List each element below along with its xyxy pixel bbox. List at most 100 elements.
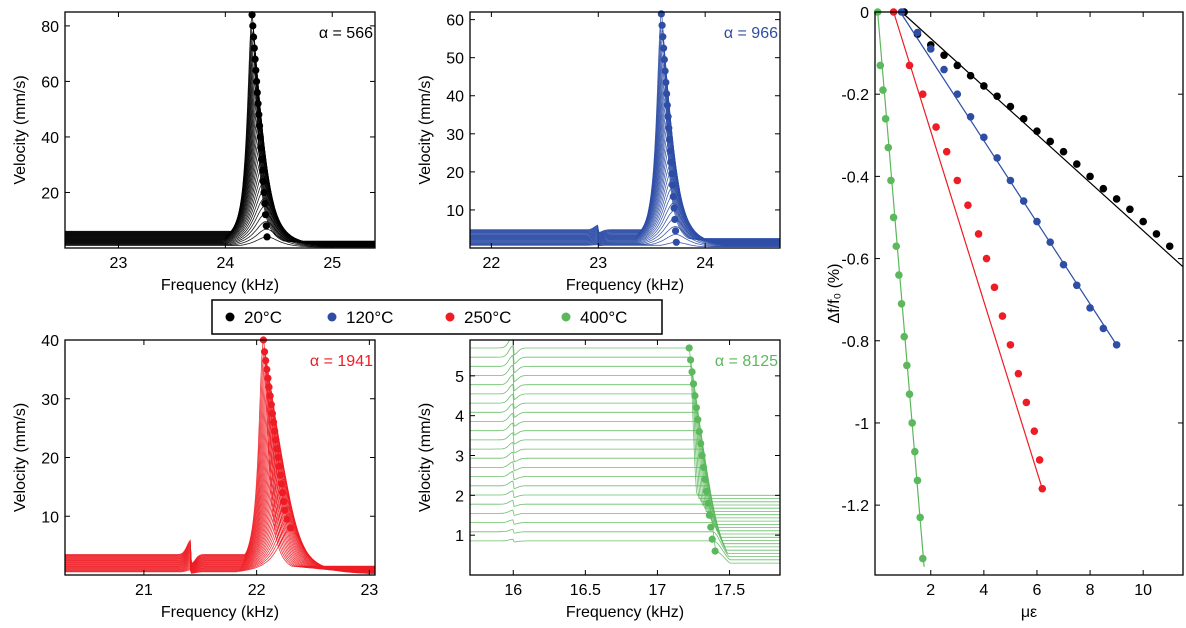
y-tick-label: 3	[455, 449, 464, 466]
y-tick-label: 40	[41, 130, 59, 147]
peak-marker	[278, 489, 287, 497]
resonance-curve	[470, 383, 780, 512]
data-point	[1006, 341, 1015, 349]
data-point	[1099, 184, 1108, 193]
data-point	[998, 312, 1007, 320]
legend-item: 20°C	[225, 308, 282, 327]
peak-marker	[664, 113, 672, 121]
data-point	[993, 154, 1001, 162]
peak-marker	[263, 233, 271, 241]
fit-line	[877, 11, 925, 567]
panel-strain: 2 4 6 8 10 0 -0.2 -0.4 -0.6 -0.8 -1 -1.2 με Δf/f₀ (%)	[826, 5, 1184, 621]
peak-marker	[695, 428, 703, 436]
panel-p20: α = 566 23 24 25 20 40 60 80 Frequency (kHz) Velo…	[12, 11, 376, 294]
peak-marker	[275, 462, 283, 470]
peak-marker	[262, 222, 270, 230]
peak-marker	[707, 523, 715, 531]
peak-marker	[267, 401, 275, 409]
plot-frame	[469, 11, 781, 249]
data-point	[1165, 242, 1174, 251]
x-tick-label: 16.5	[570, 582, 601, 599]
data-point	[940, 51, 948, 59]
x-axis-label: Frequency (kHz)	[161, 277, 279, 294]
peak-marker	[258, 166, 267, 174]
peak-marker	[692, 404, 700, 412]
data-point	[926, 45, 935, 53]
peak-marker	[260, 188, 268, 197]
resonance-curve	[65, 75, 375, 244]
curves	[470, 340, 780, 564]
peak-marker	[266, 392, 274, 400]
resonance-curve	[470, 52, 780, 241]
resonance-curve	[65, 416, 375, 570]
data-point	[897, 299, 906, 308]
x-tick-label: 24	[696, 255, 714, 272]
y-tick-label: 4	[455, 409, 464, 426]
data-point	[1112, 195, 1121, 203]
resonance-curve	[65, 236, 375, 248]
data-point	[1038, 484, 1047, 493]
peak-marker	[251, 55, 259, 63]
data-point	[905, 390, 914, 398]
resonance-curve	[65, 121, 375, 245]
data-point	[964, 201, 972, 209]
curves	[65, 14, 375, 248]
peak-marker	[255, 122, 264, 130]
resonance-curve	[470, 519, 780, 557]
resonance-curve	[470, 480, 780, 545]
y-tick-label: 20	[41, 185, 59, 202]
resonance-curve	[470, 15, 780, 239]
fit-line	[901, 11, 1184, 268]
peak-marker	[252, 66, 260, 74]
x-tick-label: 22	[482, 255, 500, 272]
resonance-curve	[470, 393, 780, 516]
x-tick-label: 23	[110, 255, 128, 272]
data-point	[942, 147, 951, 156]
peak-marker	[663, 101, 671, 109]
series-0	[900, 8, 1184, 268]
alpha-annotation: α = 566	[319, 25, 373, 42]
data-point	[940, 65, 948, 74]
peak-marker	[705, 511, 713, 519]
resonance-curve	[470, 139, 780, 244]
peak-marker	[698, 451, 706, 460]
resonance-curve	[65, 401, 375, 570]
data-point	[908, 419, 916, 427]
data-point	[1072, 281, 1081, 290]
resonance-curve	[470, 91, 780, 242]
data-point	[1139, 217, 1147, 226]
legend-label: 20°C	[244, 308, 282, 327]
peak-marker	[672, 238, 680, 246]
resonance-curve	[65, 430, 375, 571]
legend-marker	[225, 312, 235, 322]
resonance-curve	[470, 412, 780, 522]
legend-marker	[445, 312, 455, 322]
plot-frame	[469, 339, 781, 576]
y-axis-label: Velocity (mm/s)	[12, 403, 29, 512]
y-tick-label: 10	[41, 509, 59, 526]
plot-frame	[64, 11, 376, 249]
peak-marker	[665, 124, 673, 132]
resonance-curve	[65, 82, 375, 244]
y-tick-label: 10	[446, 203, 464, 220]
data-point	[953, 90, 962, 98]
series-2	[889, 8, 1047, 493]
resonance-curve	[65, 52, 375, 243]
data-point	[1019, 115, 1028, 123]
x-tick-label: 10	[1134, 582, 1152, 599]
data-point	[953, 176, 962, 185]
resonance-curve	[470, 241, 780, 247]
resonance-curve	[470, 403, 780, 519]
data-point	[1059, 147, 1068, 156]
y-tick-label: 30	[41, 392, 59, 409]
legend-box	[211, 299, 663, 335]
x-tick-label: 17.5	[714, 582, 745, 599]
y-axis-label: Velocity (mm/s)	[12, 75, 29, 184]
resonance-curve	[65, 340, 375, 567]
peak-marker	[248, 11, 256, 19]
series-1	[897, 8, 1121, 349]
fit-line	[893, 11, 1043, 489]
y-tick-label: 20	[446, 165, 464, 182]
resonance-curve	[470, 364, 780, 506]
data-point	[1006, 102, 1015, 111]
